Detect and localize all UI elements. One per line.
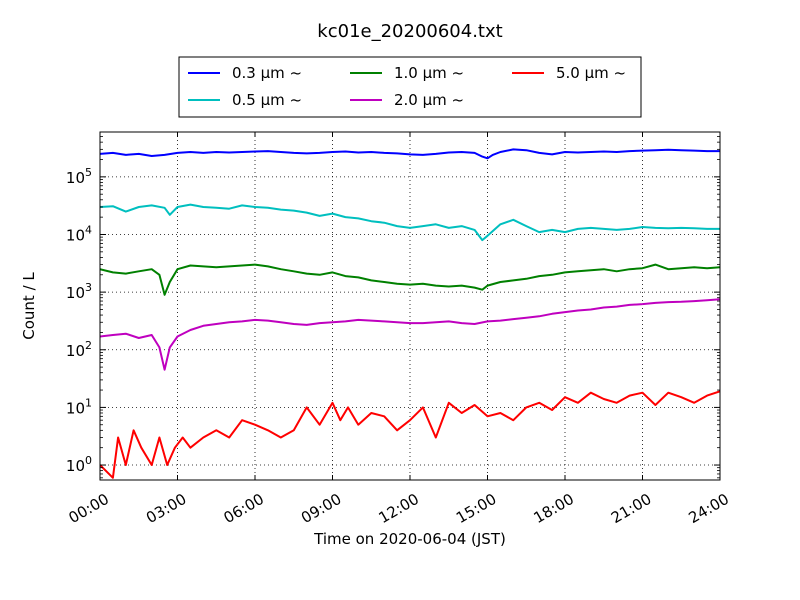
legend-label: 0.5 μm ~ bbox=[232, 91, 302, 109]
y-tick-label: 100 bbox=[66, 454, 92, 475]
legend-items: 0.3 μm ~ 0.5 μm ~ 1.0 μm ~ 2.0 μm ~ 5.0 μm ~ bbox=[188, 64, 626, 109]
series-line-2 bbox=[100, 203, 720, 242]
legend-label: 0.3 μm ~ bbox=[232, 64, 302, 82]
series-line-5 bbox=[100, 390, 720, 479]
legend: 0.3 μm ~ 0.5 μm ~ 1.0 μm ~ 2.0 μm ~ 5.0 μm ~ bbox=[178, 56, 642, 118]
series-line-3 bbox=[100, 263, 720, 296]
y-tick-label: 102 bbox=[66, 339, 92, 360]
legend-label: 5.0 μm ~ bbox=[556, 64, 626, 82]
legend-label: 2.0 μm ~ bbox=[394, 91, 464, 109]
series-line-4 bbox=[100, 298, 720, 371]
y-tick-label: 103 bbox=[66, 281, 92, 302]
x-axis-label: Time on 2020-06-04 (JST) bbox=[313, 530, 506, 548]
gridlines bbox=[100, 132, 720, 480]
y-tick-label: 101 bbox=[66, 396, 92, 417]
y-tick-labels: 100 101 102 103 104 105 bbox=[66, 166, 92, 475]
series-line-1 bbox=[100, 148, 720, 160]
legend-frame bbox=[178, 56, 642, 118]
y-tick-label: 105 bbox=[66, 166, 92, 187]
plot-frame bbox=[99, 131, 721, 481]
y-tick-label: 104 bbox=[66, 223, 92, 244]
legend-label: 1.0 μm ~ bbox=[394, 64, 464, 82]
y-axis-label: Count / L bbox=[20, 272, 38, 340]
chart-title: kc01e_20200604.txt bbox=[317, 21, 502, 42]
series-layer bbox=[100, 148, 720, 479]
